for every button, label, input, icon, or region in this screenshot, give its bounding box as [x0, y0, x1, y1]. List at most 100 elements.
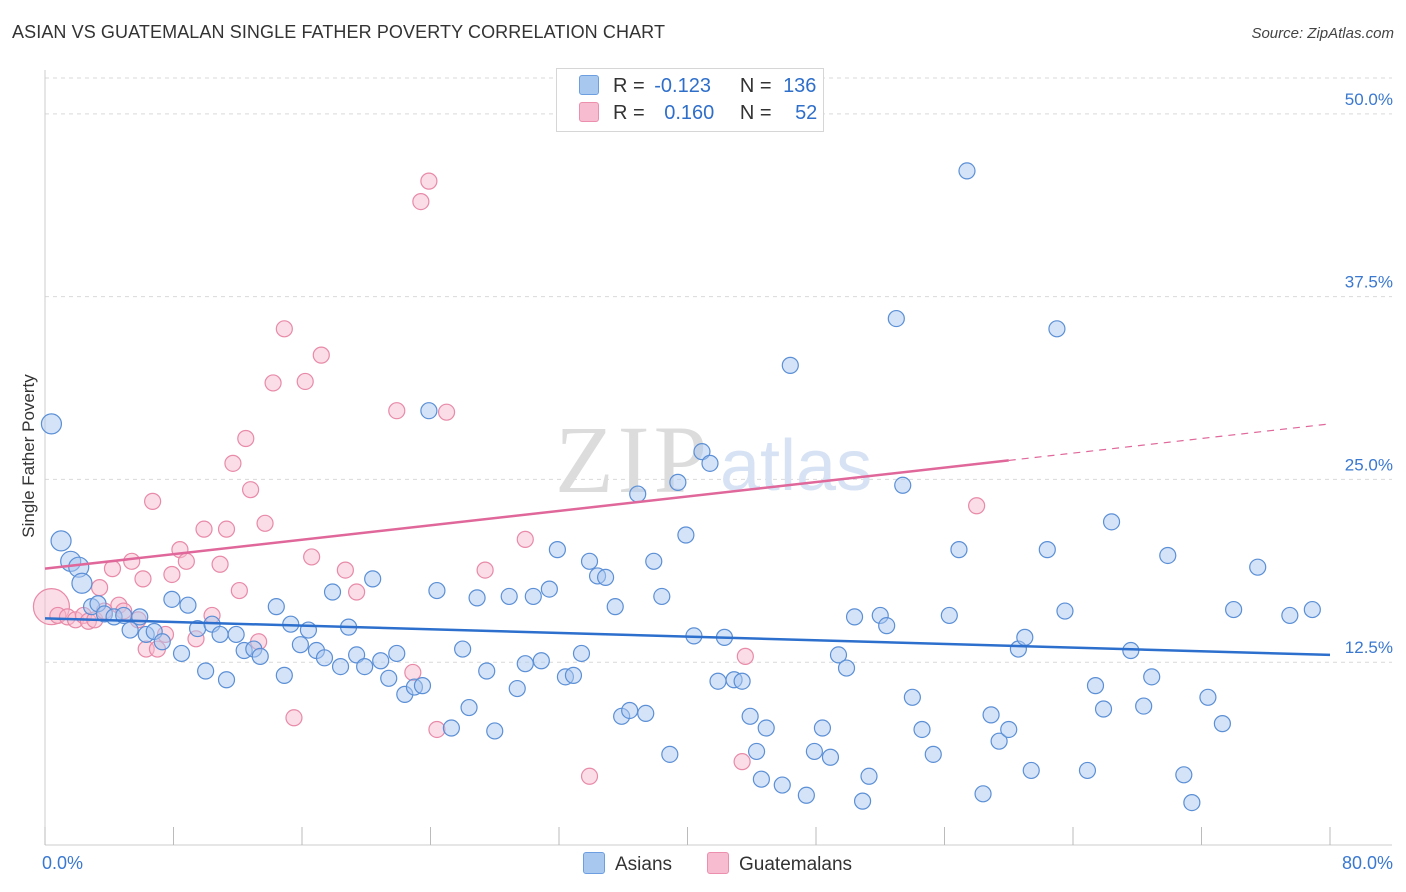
asian-point	[1094, 700, 1113, 718]
asian-point	[486, 722, 504, 740]
asian-point	[532, 652, 550, 670]
asian-point	[1213, 715, 1231, 733]
asian-point	[1022, 761, 1040, 780]
y-tick-label: 25.0%	[1345, 455, 1393, 474]
asian-point	[693, 443, 711, 461]
source-credit: Source: ZipAtlas.com	[1251, 25, 1394, 42]
series-legend: Asians Guatemalans	[0, 850, 1406, 878]
y-tick-label: 37.5%	[1345, 273, 1393, 292]
asians-trend-line	[44, 617, 1331, 657]
asian-point	[1135, 697, 1153, 715]
asian-point	[621, 701, 639, 720]
guatemalan-point	[336, 561, 354, 579]
asian-point	[468, 589, 486, 607]
guatemalan-point	[476, 561, 494, 579]
guatemalan-point	[195, 520, 213, 538]
asian-point	[516, 655, 534, 673]
asian-point	[887, 309, 905, 328]
asian-point	[637, 704, 655, 722]
guatemalan-point	[177, 552, 195, 570]
guatemalan-point	[285, 709, 303, 727]
asian-point	[1038, 541, 1056, 559]
asian-point	[752, 770, 770, 788]
asian-point	[629, 485, 647, 503]
asian-point	[524, 587, 542, 606]
asian-point	[950, 541, 968, 559]
asian-point	[990, 732, 1008, 750]
asian-point	[596, 568, 615, 587]
legend-item-guatemalans: Guatemalans	[707, 852, 852, 876]
asian-point	[420, 402, 438, 420]
asian-point	[982, 706, 1000, 724]
asian-point	[548, 541, 566, 559]
asian-point	[291, 636, 309, 654]
guatemalans-trend-line	[44, 459, 1009, 570]
guatemalan-point	[412, 193, 430, 211]
y-tick-label: 50.0%	[1345, 90, 1393, 109]
y-axis-label: Single Father Poverty	[19, 374, 38, 538]
asian-point	[1048, 320, 1066, 338]
asian-point	[131, 608, 149, 626]
asian-point	[709, 672, 727, 690]
asian-point	[179, 596, 197, 614]
asian-point	[733, 672, 751, 690]
asian-point	[197, 662, 215, 680]
asian-point	[741, 707, 759, 725]
guatemalan-point	[437, 403, 456, 421]
guatemalan-point	[303, 548, 321, 566]
legend-swatch-asians	[579, 75, 599, 95]
asian-point	[364, 570, 382, 588]
guatemalan-point	[256, 514, 274, 532]
asian-point	[217, 671, 236, 689]
asian-point	[580, 552, 599, 570]
asian-point	[348, 646, 366, 664]
guatemalan-point	[230, 581, 248, 600]
asian-point	[653, 587, 671, 606]
asian-point	[331, 658, 350, 676]
asian-point	[878, 617, 896, 635]
legend-swatch-guatemalans	[707, 852, 729, 874]
legend-row-guatemalans: R = 0.160 N = 52	[579, 102, 817, 126]
asian-point	[71, 572, 93, 594]
guatemalan-point	[428, 720, 446, 739]
guatemalan-point	[103, 560, 122, 578]
asian-point	[913, 720, 931, 739]
guatemalan-point	[516, 530, 534, 548]
asian-point	[227, 625, 245, 644]
asian-point	[211, 625, 229, 644]
guatemalan-point	[224, 454, 242, 472]
guatemalan-point	[968, 497, 986, 515]
asian-point	[1143, 668, 1161, 686]
asian-point	[460, 698, 478, 717]
guatemalan-point	[242, 481, 260, 499]
asian-point	[845, 608, 864, 626]
asian-point	[356, 658, 374, 676]
gridlines	[45, 77, 1392, 663]
guatemalan-point	[144, 492, 162, 510]
chart-title: ASIAN VS GUATEMALAN SINGLE FATHER POVERT…	[12, 22, 666, 42]
asian-point	[315, 649, 334, 667]
asian-point	[540, 580, 558, 598]
x-tick-label: 0.0%	[42, 853, 83, 873]
legend-item-asians: Asians	[583, 852, 672, 876]
legend-n-value-guatemalans: 52	[795, 102, 818, 124]
legend-r-value-asians: -0.123	[654, 75, 711, 97]
asian-point	[606, 598, 624, 616]
guatemalan-point	[733, 753, 751, 771]
guatemalan-point	[388, 402, 406, 420]
asian-point	[829, 646, 848, 664]
asian-point	[478, 662, 496, 680]
asian-point	[1199, 688, 1217, 706]
asian-point	[428, 581, 446, 600]
asian-point	[645, 552, 663, 570]
guatemalan-point	[580, 767, 599, 785]
asian-point	[267, 598, 285, 616]
asians-points	[40, 162, 1321, 812]
guatemalan-point	[736, 647, 754, 665]
legend-label-asians: Asians	[615, 854, 673, 875]
asian-point	[1303, 600, 1321, 619]
asian-point	[163, 590, 181, 608]
tick-labels: 12.5% 25.0% 37.5% 50.0% 0.0% 80.0%	[42, 90, 1393, 873]
guatemalan-point	[123, 552, 141, 570]
